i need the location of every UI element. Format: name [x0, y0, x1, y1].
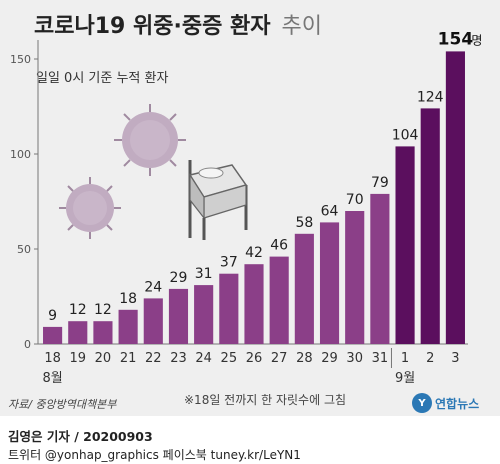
- data-label: 31: [195, 266, 213, 282]
- x-tick-label: 20: [95, 351, 112, 366]
- month-labels: 8월 9월: [42, 348, 415, 386]
- note-text: ※18일 전까지 한 자릿수에 그침: [184, 393, 346, 407]
- month-label: 8월: [42, 371, 62, 386]
- x-tick-label: 1: [401, 351, 409, 366]
- source-text: 자료/ 중앙방역대책본부: [8, 398, 117, 411]
- data-label-unit: 명: [471, 33, 482, 47]
- data-label: 29: [170, 270, 188, 286]
- data-label: 9: [48, 308, 57, 324]
- bar: [43, 326, 63, 344]
- bar: [420, 108, 440, 345]
- x-tick-label: 26: [246, 351, 263, 366]
- bar: [219, 273, 239, 344]
- chart-title-group: 코로나19 위중·중증 환자 추이: [34, 14, 322, 39]
- bar: [370, 193, 390, 344]
- bar: [143, 298, 163, 344]
- bar: [269, 256, 289, 344]
- y-tick-label: 100: [10, 148, 31, 161]
- data-label: 104: [392, 127, 419, 143]
- data-label: 46: [270, 238, 288, 254]
- month-label: 9월: [395, 371, 415, 386]
- bar: [168, 288, 189, 344]
- bar: [118, 309, 138, 344]
- x-tick-label: 18: [44, 351, 61, 366]
- bar: [345, 211, 365, 344]
- chart-title: 코로나19 위중·중증 환자: [34, 14, 271, 39]
- bar: [68, 321, 88, 344]
- x-tick-label: 29: [321, 351, 338, 366]
- footer: 김영은 기자 / 20200903 트위터 @yonhap_graphics 페…: [0, 416, 500, 464]
- x-tick-label: 22: [145, 351, 162, 366]
- x-tick-label: 27: [271, 351, 288, 366]
- x-tick-label: 25: [221, 351, 238, 366]
- x-tick-label: 23: [170, 351, 187, 366]
- data-label: 70: [346, 192, 364, 208]
- credit-line-2: 트위터 @yonhap_graphics 페이스북 tuney.kr/LeYN1: [8, 448, 301, 462]
- x-tick-label: 28: [296, 351, 313, 366]
- x-tick-label: 19: [69, 351, 86, 366]
- x-tick-label: 30: [346, 351, 363, 366]
- x-tick-label: 2: [426, 351, 434, 366]
- logo-text: 연합뉴스: [435, 396, 480, 411]
- data-label: 24: [144, 279, 162, 295]
- yonhap-logo: Y 연합뉴스: [412, 392, 496, 414]
- logo-mark-icon: Y: [412, 393, 432, 413]
- data-label: 12: [69, 302, 87, 318]
- y-tick-label: 0: [24, 338, 31, 351]
- x-axis: 18 19 20 21 22 23 24 25 26 27 28 29 30 31 1 2 3: [44, 351, 459, 366]
- credit-line-1: 김영은 기자 / 20200903: [8, 429, 153, 444]
- x-tick-label: 21: [120, 351, 137, 366]
- bar: [395, 146, 415, 344]
- bars: [43, 51, 465, 345]
- chart-title-suffix: 추이: [282, 14, 322, 39]
- data-label: 12: [94, 302, 112, 318]
- virus-icon: [114, 104, 186, 176]
- bar: [194, 285, 214, 344]
- y-tick-label: 150: [10, 53, 31, 66]
- bar: [319, 222, 340, 344]
- data-label: 154: [438, 29, 474, 49]
- data-label: 124: [417, 89, 444, 105]
- y-tick-label: 50: [17, 243, 31, 256]
- x-tick-label: 24: [195, 351, 212, 366]
- bar: [244, 264, 264, 344]
- data-label: 42: [245, 245, 263, 261]
- data-label: 79: [371, 175, 389, 191]
- data-label: 64: [321, 203, 339, 219]
- bar: [445, 51, 465, 345]
- bar: [93, 321, 113, 344]
- virus-icon: [59, 177, 121, 239]
- data-label: 18: [119, 291, 137, 307]
- data-label: 37: [220, 255, 238, 271]
- bar: [294, 233, 314, 344]
- x-tick-label: 3: [451, 351, 459, 366]
- data-label: 58: [295, 215, 313, 231]
- chart-subtitle: 일일 0시 기준 누적 환자: [36, 71, 168, 86]
- bar-chart: 코로나19 위중·중증 환자 추이 일일 0시 기준 누적 환자: [8, 14, 482, 411]
- hospital-bed-icon: [188, 160, 248, 240]
- x-tick-label: 31: [372, 351, 389, 366]
